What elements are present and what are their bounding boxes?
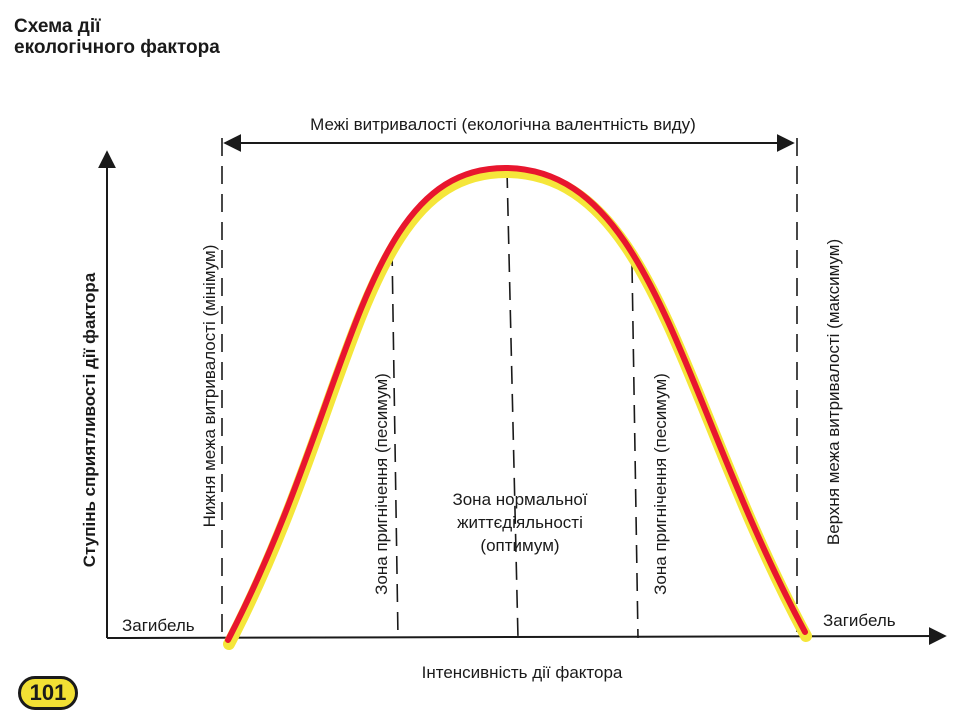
optimum-label-line-2: життєдіяльності (457, 513, 583, 532)
optimum-center-line (506, 169, 519, 639)
title-line-2: екологічного фактора (14, 37, 220, 58)
death-label-right: Загибель (823, 611, 896, 630)
y-axis-label: Ступінь сприятливості дії фактора (80, 272, 99, 567)
x-axis-label: Інтенсивність дії фактора (422, 663, 623, 682)
page-number-badge: 101 (18, 676, 78, 710)
pessimum-left-line (391, 247, 399, 639)
tolerance-curve (225, 164, 808, 643)
diagram-title: Схема дії екологічного фактора (14, 16, 220, 58)
tolerance-range-label: Межі витривалості (екологічна валентніст… (310, 115, 696, 134)
upper-limit-label: Верхня межа витривалості (максимум) (824, 239, 843, 545)
optimum-label-line-3: (оптимум) (480, 536, 559, 555)
optimum-label-line-1: Зона нормальної (452, 490, 587, 509)
death-label-left: Загибель (122, 616, 195, 635)
pessimum-right-label: Зона пригнічення (песимум) (651, 373, 670, 595)
title-line-1: Схема дії (14, 16, 101, 37)
pessimum-left-label: Зона пригнічення (песимум) (372, 373, 391, 595)
lower-limit-label: Нижня межа витривалості (мінімум) (200, 245, 219, 528)
tolerance-curve-glow (223, 165, 812, 650)
pessimum-right-line (631, 264, 639, 639)
optimum-zone-label: Зона нормальної життєдіяльності (оптимум… (452, 490, 587, 555)
